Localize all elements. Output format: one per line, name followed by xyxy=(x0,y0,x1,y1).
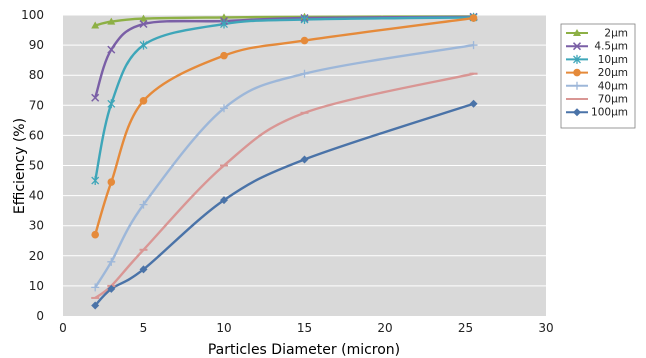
y-axis-title: Efficiency (%) xyxy=(12,118,28,214)
y-axis-ticks: 0 10 20 30 40 50 60 70 80 90 100 xyxy=(21,8,44,323)
legend-marker xyxy=(573,54,581,64)
y-tick-label: 80 xyxy=(29,68,44,82)
x-tick-label: 10 xyxy=(216,321,231,335)
y-tick-label: 100 xyxy=(21,8,44,22)
y-tick-label: 70 xyxy=(29,98,44,112)
x-tick-label: 30 xyxy=(538,321,553,335)
data-point xyxy=(300,155,309,164)
data-point xyxy=(107,99,116,109)
data-point xyxy=(107,284,116,293)
data-point xyxy=(107,257,116,266)
x-tick-label: 0 xyxy=(59,321,67,335)
data-point xyxy=(91,283,100,292)
data-point xyxy=(91,301,100,310)
data-point xyxy=(220,51,228,60)
data-point xyxy=(91,21,100,29)
x-axis-title: Particles Diameter (micron) xyxy=(208,342,400,358)
x-tick-label: 25 xyxy=(458,321,473,335)
data-point xyxy=(91,230,99,239)
x-tick-label: 20 xyxy=(377,321,392,335)
y-tick-label: 60 xyxy=(29,128,44,142)
data-point xyxy=(469,99,478,108)
data-point xyxy=(107,178,116,186)
y-tick-label: 20 xyxy=(29,249,44,263)
x-tick-label: 5 xyxy=(140,321,148,335)
data-point xyxy=(220,196,228,205)
data-point xyxy=(469,41,478,50)
legend-marker xyxy=(572,42,582,51)
data-point xyxy=(220,19,228,29)
data-point xyxy=(469,14,478,22)
y-tick-label: 10 xyxy=(29,279,44,293)
data-point xyxy=(300,15,309,25)
data-point xyxy=(139,40,148,50)
data-point xyxy=(91,176,100,186)
legend-label: 100μm xyxy=(591,107,628,119)
legend-label: 4.5μm xyxy=(594,41,628,53)
data-point xyxy=(300,36,309,45)
x-axis-ticks: 0 5 10 15 20 25 30 xyxy=(59,321,553,335)
y-tick-label: 50 xyxy=(29,159,44,173)
legend-marker xyxy=(573,108,581,117)
data-point xyxy=(139,14,148,22)
legend-label: 40μm xyxy=(598,80,628,92)
y-tick-label: 40 xyxy=(29,189,44,203)
legend-box xyxy=(560,23,636,129)
y-tick-label: 0 xyxy=(36,309,44,323)
legend-marker xyxy=(573,81,581,90)
legend-label: 20μm xyxy=(598,67,628,79)
legend-label: 2μm xyxy=(604,28,628,40)
data-point xyxy=(107,17,116,25)
data-point xyxy=(220,104,228,113)
legend-marker xyxy=(573,29,581,36)
legend-marker xyxy=(573,68,581,77)
legend-label: 10μm xyxy=(598,54,628,66)
data-point xyxy=(91,93,100,102)
data-point xyxy=(107,45,116,54)
legend-label: 70μm xyxy=(598,94,628,106)
y-tick-label: 90 xyxy=(29,38,44,52)
x-tick-label: 15 xyxy=(297,321,312,335)
data-point xyxy=(139,96,148,105)
data-point xyxy=(300,69,309,78)
data-point xyxy=(139,200,148,209)
y-tick-label: 30 xyxy=(29,219,44,233)
data-point xyxy=(139,19,148,29)
series-markers xyxy=(91,12,478,310)
data-point xyxy=(139,265,148,274)
